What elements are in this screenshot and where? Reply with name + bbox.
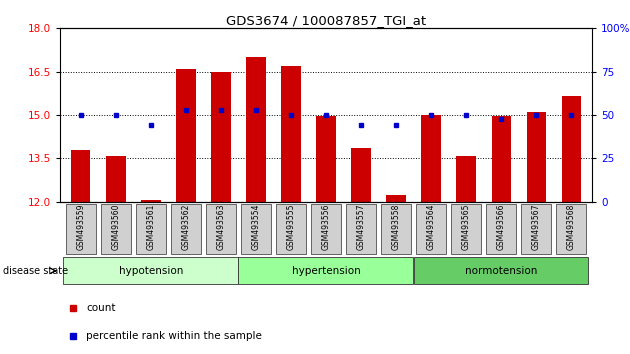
Bar	[176, 69, 195, 202]
Text: GSM493566: GSM493566	[496, 204, 506, 251]
FancyBboxPatch shape	[451, 204, 481, 255]
FancyBboxPatch shape	[206, 204, 236, 255]
Bar	[352, 148, 370, 202]
FancyBboxPatch shape	[239, 257, 413, 284]
Text: hypertension: hypertension	[292, 266, 360, 276]
FancyBboxPatch shape	[346, 204, 376, 255]
Text: GSM493563: GSM493563	[217, 204, 226, 251]
Text: GSM493567: GSM493567	[532, 204, 541, 251]
FancyBboxPatch shape	[136, 204, 166, 255]
FancyBboxPatch shape	[416, 204, 446, 255]
FancyBboxPatch shape	[101, 204, 131, 255]
Text: disease state: disease state	[3, 266, 68, 276]
Text: GSM493562: GSM493562	[181, 204, 190, 250]
Bar	[71, 150, 91, 202]
Text: count: count	[86, 303, 116, 313]
FancyBboxPatch shape	[66, 204, 96, 255]
Bar	[491, 116, 511, 202]
Text: GSM493561: GSM493561	[146, 204, 156, 250]
FancyBboxPatch shape	[486, 204, 516, 255]
Bar	[246, 57, 266, 202]
Text: GSM493556: GSM493556	[321, 204, 331, 251]
Bar	[316, 116, 336, 202]
Bar	[457, 155, 476, 202]
Text: normotension: normotension	[465, 266, 537, 276]
Text: GSM493555: GSM493555	[287, 204, 295, 251]
FancyBboxPatch shape	[413, 257, 588, 284]
Text: GSM493557: GSM493557	[357, 204, 365, 251]
FancyBboxPatch shape	[521, 204, 551, 255]
Bar	[141, 200, 161, 202]
FancyBboxPatch shape	[276, 204, 306, 255]
Text: GSM493565: GSM493565	[462, 204, 471, 251]
Bar	[561, 96, 581, 202]
FancyBboxPatch shape	[556, 204, 586, 255]
Text: GSM493558: GSM493558	[392, 204, 401, 250]
Bar	[282, 66, 301, 202]
Bar	[211, 72, 231, 202]
Text: GSM493560: GSM493560	[112, 204, 120, 251]
Bar	[386, 195, 406, 202]
Text: GSM493559: GSM493559	[76, 204, 85, 251]
Title: GDS3674 / 100087857_TGI_at: GDS3674 / 100087857_TGI_at	[226, 14, 426, 27]
FancyBboxPatch shape	[171, 204, 201, 255]
Bar	[106, 155, 125, 202]
Text: GSM493564: GSM493564	[427, 204, 435, 251]
FancyBboxPatch shape	[64, 257, 238, 284]
Bar	[527, 112, 546, 202]
Text: GSM493568: GSM493568	[567, 204, 576, 250]
Text: GSM493554: GSM493554	[251, 204, 260, 251]
Text: hypotension: hypotension	[118, 266, 183, 276]
FancyBboxPatch shape	[381, 204, 411, 255]
Bar	[421, 115, 441, 202]
Text: percentile rank within the sample: percentile rank within the sample	[86, 331, 262, 341]
FancyBboxPatch shape	[241, 204, 271, 255]
FancyBboxPatch shape	[311, 204, 341, 255]
